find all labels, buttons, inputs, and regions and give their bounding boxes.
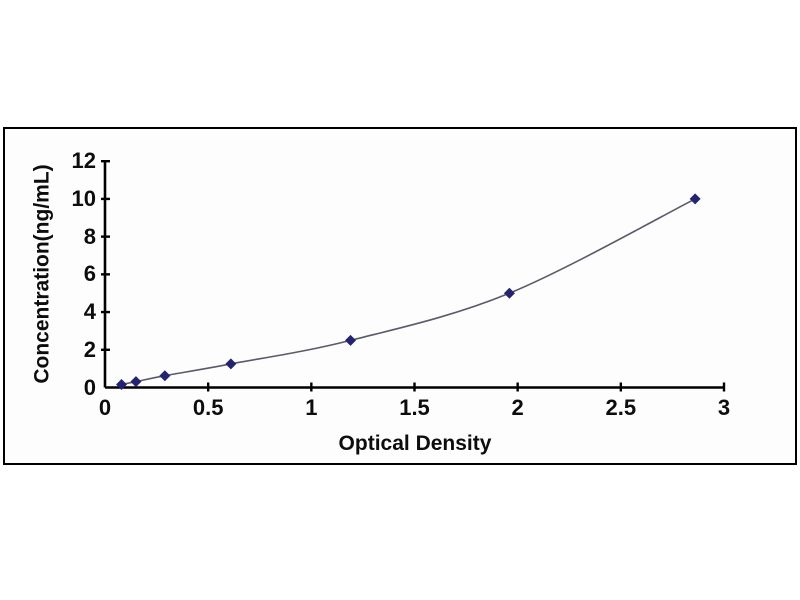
x-tick-label: 0.5: [192, 395, 224, 420]
x-tick-label: 2.5: [605, 395, 637, 420]
y-tick-label: 2: [83, 336, 96, 362]
x-tick-label: 1.5: [399, 395, 430, 420]
x-tick-label: 1: [305, 395, 318, 420]
y-tick-label: 4: [83, 299, 96, 325]
y-tick-label: 0: [83, 374, 96, 400]
y-tick-label: 6: [83, 261, 96, 287]
y-tick-label: 8: [83, 223, 96, 249]
x-tick-label: 0: [98, 395, 112, 420]
x-tick-label: 3: [717, 395, 731, 420]
y-tick-label: 12: [71, 148, 96, 174]
x-axis-title: Optical Density: [338, 432, 492, 455]
y-tick-label: 10: [71, 185, 96, 211]
y-axis-title: Concentration(ng/mL): [30, 164, 54, 384]
x-tick-label: 2: [511, 395, 524, 420]
